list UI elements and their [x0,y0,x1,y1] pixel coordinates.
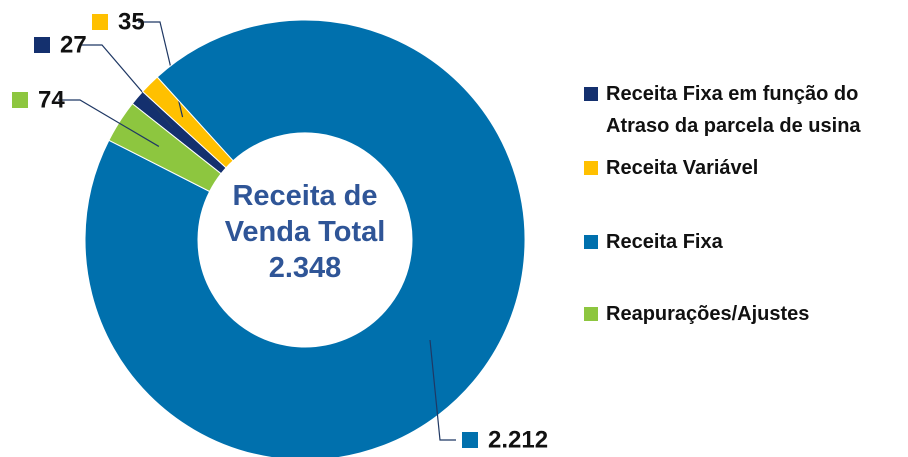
data-label: 74 [38,86,65,113]
legend-item: Reapurações/Ajustes [584,298,901,330]
legend-swatch [584,235,598,249]
data-label: 2.212 [488,426,548,453]
label-swatch [92,14,108,30]
center-title: Receita de Venda Total [224,180,386,248]
legend-swatch [584,87,598,101]
donut-slice [84,19,526,457]
data-label: 27 [60,31,87,58]
leader-line [80,44,174,129]
center-value: 2.348 [268,252,342,284]
legend-label: Receita Fixa [606,231,723,253]
legend-item: Receita Fixa [584,226,901,258]
center-label: Receita de Venda Total 2.348 [205,178,405,286]
leader-line [58,99,160,147]
legend-label: Receita Variável [606,157,759,179]
legend-swatch [584,161,598,175]
legend-label: Reapurações/Ajustes [606,303,810,325]
label-swatch [34,37,50,53]
legend-item: Receita Variável [584,152,901,184]
legend-item: Receita Fixa em função do Atraso da parc… [584,78,901,142]
legend-swatch [584,307,598,321]
label-swatch [12,92,28,108]
label-swatch [462,432,478,448]
leader-line [429,339,456,441]
donut-slice [108,102,222,193]
legend-label: Receita Fixa em função do Atraso da parc… [606,83,861,137]
data-label: 35 [118,8,145,35]
